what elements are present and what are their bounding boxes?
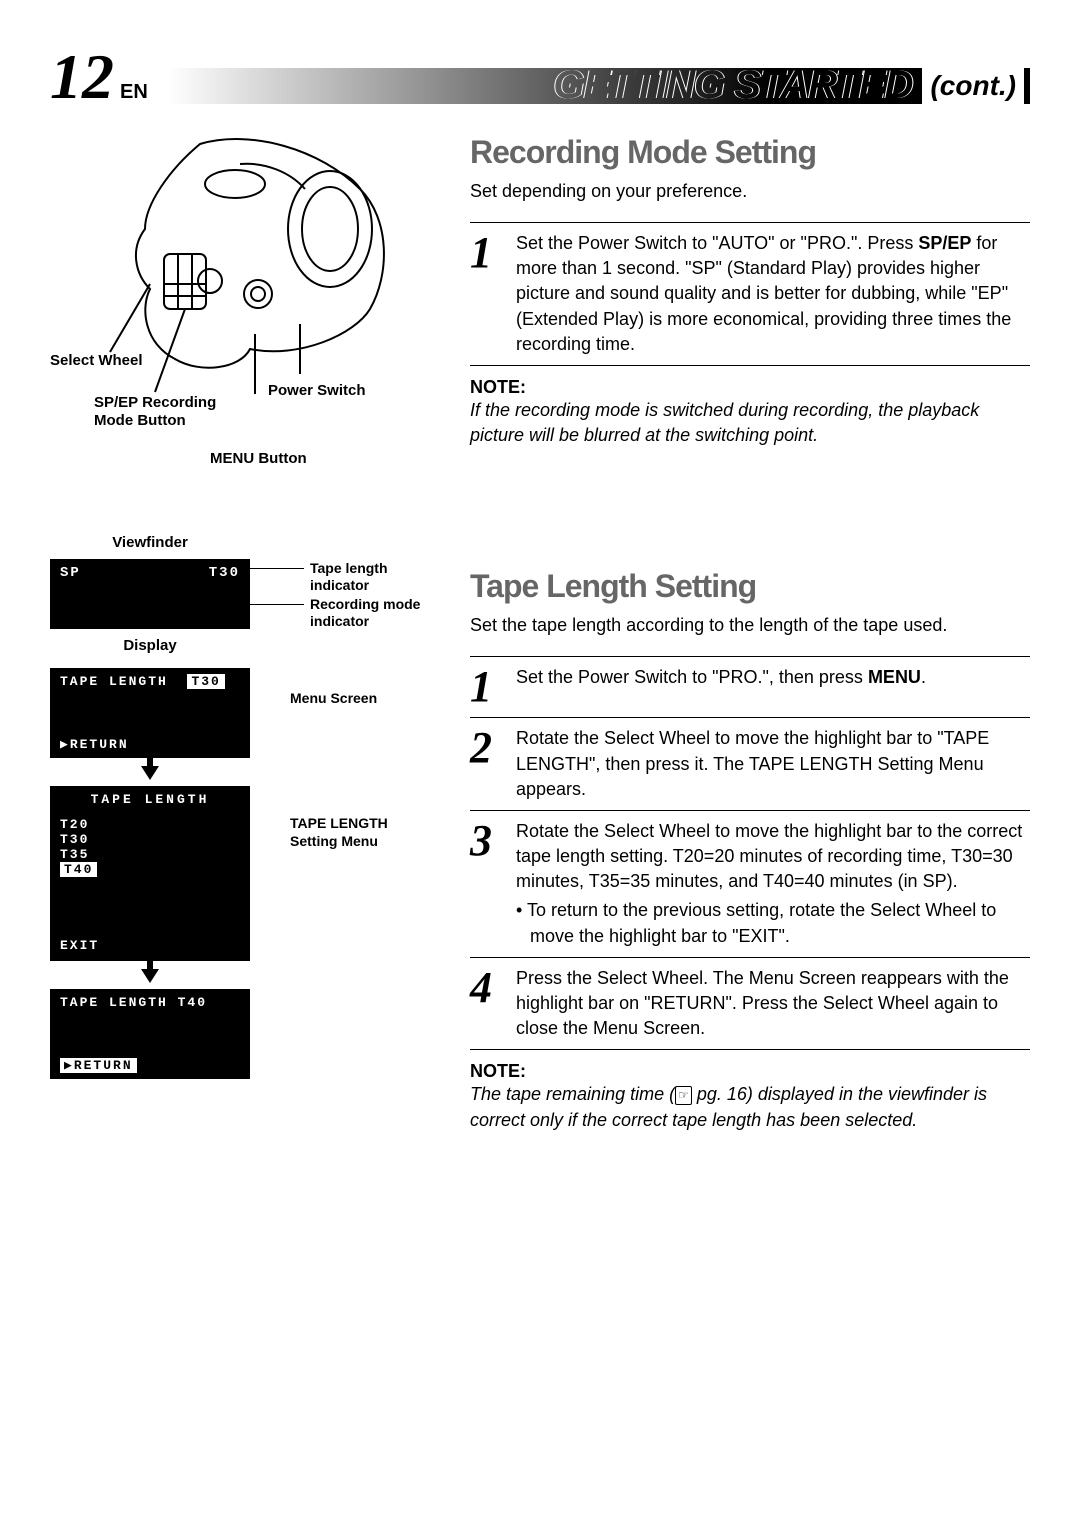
menu-screen-2: TAPE LENGTH T20 T30 T35 T40 EXIT — [50, 786, 250, 961]
tape-intro: Set the tape length according to the len… — [470, 615, 1030, 636]
recording-step-1: 1 Set the Power Switch to "AUTO" or "PRO… — [470, 222, 1030, 366]
page-number: 12 — [50, 40, 114, 114]
tape-section: Tape Length Setting Set the tape length … — [470, 568, 1030, 1132]
menu2-opt-2: T35 — [60, 847, 240, 862]
page-number-block: 12 EN — [50, 40, 148, 114]
tape-step-3: 3 Rotate the Select Wheel to move the hi… — [470, 810, 1030, 958]
label-rec-mode-indicator: Recording mode indicator — [310, 596, 460, 630]
recording-title: Recording Mode Setting — [470, 134, 1030, 171]
label-tape-indicator: Tape length indicator — [310, 560, 430, 594]
label-menu-button: MENU Button — [210, 450, 330, 468]
header-gradient: GETTING STARTED (cont.) — [168, 68, 1030, 104]
page-header: 12 EN GETTING STARTED (cont.) — [50, 40, 1030, 114]
vf-sp-text: SP — [60, 565, 81, 581]
page-ref-icon: ☞ — [675, 1086, 692, 1105]
display-caption: Display — [50, 637, 250, 654]
menu3-text: TAPE LENGTH T40 — [60, 995, 240, 1010]
step-text: Set the Power Switch to "PRO.", then pre… — [516, 665, 926, 709]
menu1-highlight: T30 — [187, 674, 224, 689]
step-number: 1 — [470, 231, 504, 357]
menu1-side-label: Menu Screen — [290, 689, 377, 707]
menu2-side-label: TAPE LENGTH Setting Menu — [290, 814, 420, 850]
step-text: Set the Power Switch to "AUTO" or "PRO."… — [516, 231, 1030, 357]
page-lang: EN — [120, 81, 148, 104]
header-cont: (cont.) — [922, 68, 1024, 104]
menu2-highlight: T40 — [60, 862, 97, 877]
tape-note-body: The tape remaining time (☞ pg. 16) displ… — [470, 1082, 1030, 1132]
menu2-opt-1: T30 — [60, 832, 240, 847]
recording-note-body: If the recording mode is switched during… — [470, 398, 1030, 448]
label-select-wheel: Select Wheel — [50, 352, 150, 370]
tape-step-1: 1 Set the Power Switch to "PRO.", then p… — [470, 656, 1030, 718]
recording-intro: Set depending on your preference. — [470, 181, 1030, 202]
step-number: 1 — [470, 665, 504, 709]
menu-screen-1: TAPE LENGTH T30 ▶RETURN — [50, 668, 250, 758]
label-power-switch: Power Switch — [268, 382, 388, 400]
tape-step-4: 4 Press the Select Wheel. The Menu Scree… — [470, 957, 1030, 1051]
step-number: 3 — [470, 819, 504, 949]
arrow-2 — [50, 965, 250, 987]
step-bullet: • To return to the previous setting, rot… — [516, 898, 1030, 948]
viewfinder-display: SP T30 — [50, 559, 250, 629]
recording-section: Recording Mode Setting Set depending on … — [470, 134, 1030, 448]
menu1-return: ▶RETURN — [60, 737, 129, 752]
menu-screen-3: TAPE LENGTH T40 ▶RETURN — [50, 989, 250, 1079]
tape-note-title: NOTE: — [470, 1061, 1030, 1082]
viewfinder-section: Viewfinder SP T30 Tape length indicator … — [50, 534, 430, 1079]
header-title: GETTING STARTED — [553, 63, 912, 108]
tape-step-2: 2 Rotate the Select Wheel to move the hi… — [470, 717, 1030, 811]
menu1-text: TAPE LENGTH — [60, 674, 168, 689]
step-text: Rotate the Select Wheel to move the high… — [516, 726, 1030, 802]
menu2-exit: EXIT — [60, 938, 99, 953]
step-text: Rotate the Select Wheel to move the high… — [516, 819, 1030, 949]
menu2-title: TAPE LENGTH — [60, 792, 240, 807]
step-number: 2 — [470, 726, 504, 802]
vf-t30-text: T30 — [209, 565, 240, 581]
label-spep-button: SP/EP Recording Mode Button — [94, 394, 244, 430]
viewfinder-title: Viewfinder — [50, 534, 250, 551]
camera-diagram: Select Wheel SP/EP Recording Mode Button… — [50, 134, 430, 474]
recording-note-title: NOTE: — [470, 377, 1030, 398]
step-number: 4 — [470, 966, 504, 1042]
menu3-return: ▶RETURN — [60, 1058, 137, 1073]
step-text: Press the Select Wheel. The Menu Screen … — [516, 966, 1030, 1042]
arrow-1 — [50, 762, 250, 784]
menu2-opt-0: T20 — [60, 817, 240, 832]
tape-title: Tape Length Setting — [470, 568, 1030, 605]
